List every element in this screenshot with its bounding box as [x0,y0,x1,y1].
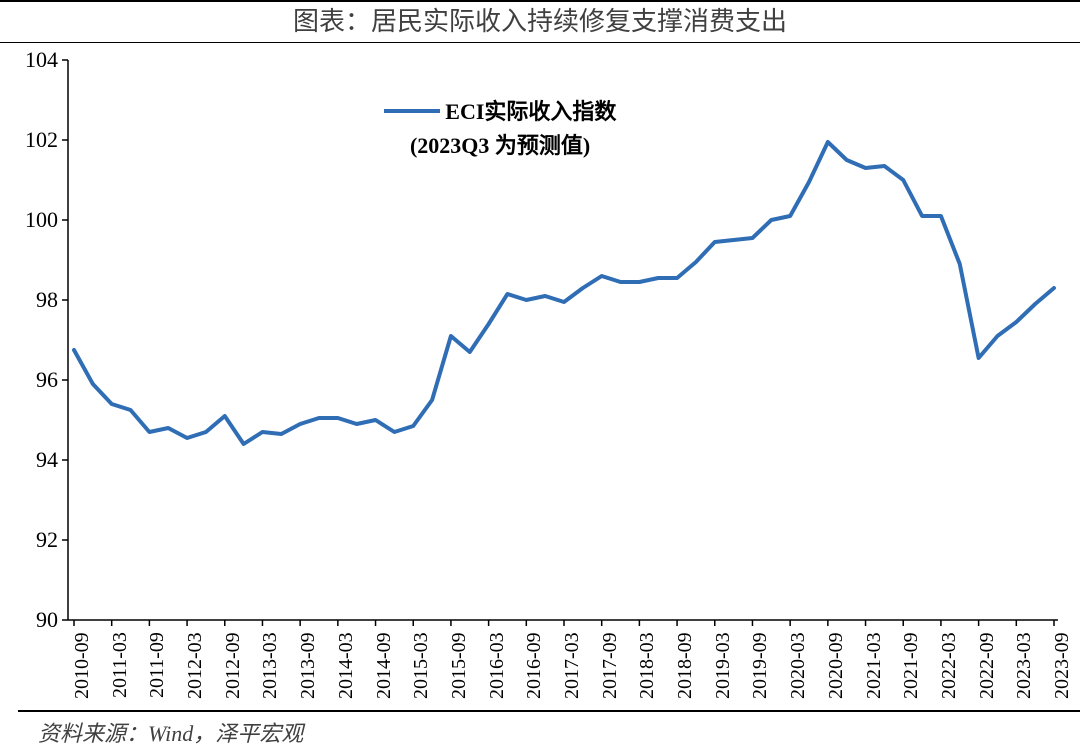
y-tick-label: 92 [8,527,58,553]
x-tick-label: 2021-03 [863,632,886,699]
x-tick-label: 2017-03 [561,632,584,699]
x-tick-label: 2022-03 [938,632,961,699]
legend-swatch [384,100,440,128]
x-tick-label: 2015-03 [410,632,433,699]
y-tick-label: 98 [8,287,58,313]
x-tick-label: 2014-03 [335,632,358,699]
x-tick-label: 2014-09 [373,632,396,699]
x-tick-label: 2012-09 [222,632,245,699]
eci-line [74,142,1054,444]
legend: ECI实际收入指数 (2023Q3 为预测值) [384,94,617,160]
x-tick-label: 2011-09 [146,632,169,698]
x-tick-label: 2018-09 [674,632,697,699]
x-tick-label: 2013-03 [259,632,282,699]
x-tick-label: 2015-09 [448,632,471,699]
x-tick-label: 2023-09 [1051,632,1074,699]
x-tick-label: 2020-09 [825,632,848,699]
legend-text-1: ECI实际收入指数 [445,99,616,124]
y-tick-label: 94 [8,447,58,473]
x-tick-label: 2016-03 [486,632,509,699]
chart-container: 图表：居民实际收入持续修复支撑消费支出 9092949698100102104 … [0,0,1080,716]
x-tick-label: 2012-03 [184,632,207,699]
source-text: 资料来源：Wind，泽平宏观 [18,710,1080,752]
x-tick-label: 2013-09 [297,632,320,699]
x-tick-label: 2018-03 [636,632,659,699]
x-tick-label: 2010-09 [71,632,94,699]
chart-title: 图表：居民实际收入持续修复支撑消费支出 [0,0,1080,43]
x-tick-label: 2011-03 [109,632,132,698]
x-tick-label: 2021-09 [900,632,923,699]
x-tick-label: 2017-09 [599,632,622,699]
x-tick-label: 2022-09 [976,632,999,699]
legend-text-2: (2023Q3 为预测值) [410,133,590,158]
y-tick-label: 102 [8,127,58,153]
y-tick-label: 96 [8,367,58,393]
y-tick-label: 104 [8,47,58,73]
x-tick-label: 2020-03 [787,632,810,699]
y-tick-label: 100 [8,207,58,233]
x-tick-label: 2019-09 [749,632,772,699]
x-tick-label: 2016-09 [523,632,546,699]
x-tick-label: 2019-03 [712,632,735,699]
x-tick-label: 2023-03 [1013,632,1036,699]
y-tick-label: 90 [8,607,58,633]
